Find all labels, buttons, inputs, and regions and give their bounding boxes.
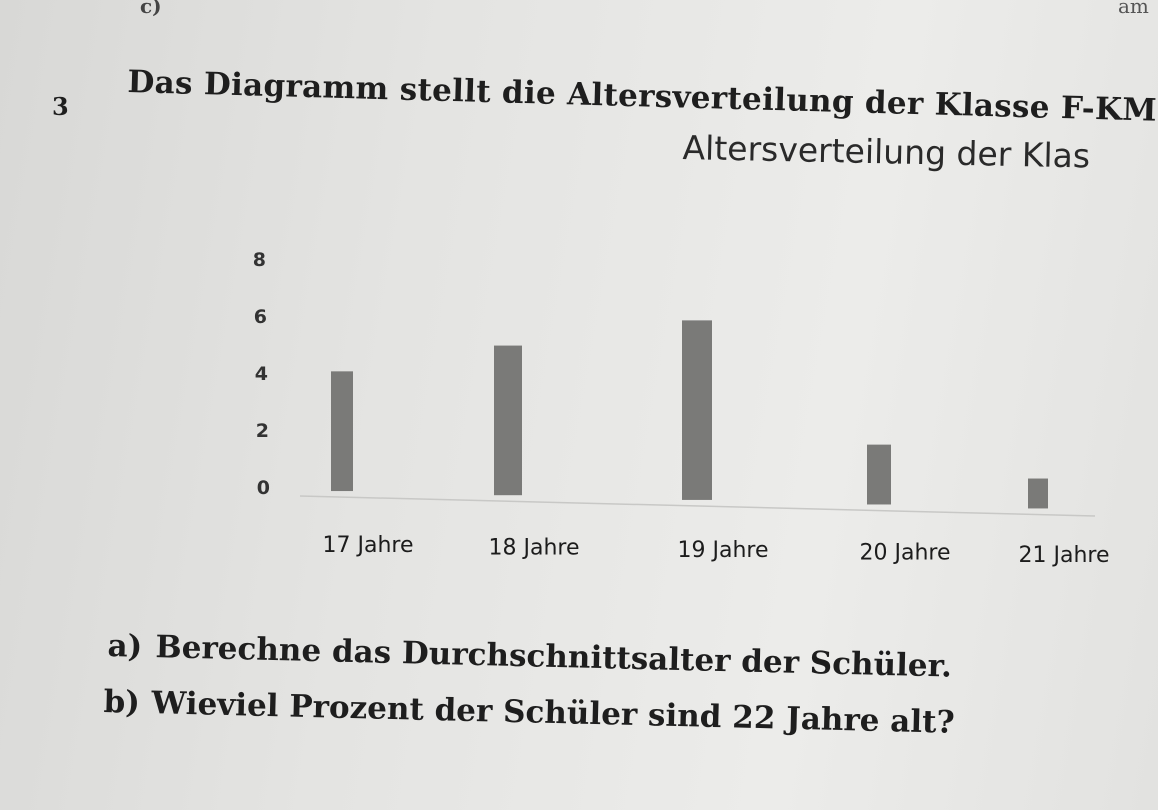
bar xyxy=(331,371,353,492)
y-tick-label: 6 xyxy=(254,306,267,328)
bar xyxy=(867,444,891,505)
x-category-label: 21 Jahre xyxy=(1019,543,1110,568)
y-tick-label: 0 xyxy=(257,477,270,499)
bar xyxy=(1028,478,1048,509)
y-tick-label: 2 xyxy=(256,420,269,442)
y-tick-label: 4 xyxy=(255,363,268,385)
question-b-letter: b) xyxy=(103,684,141,721)
x-category-label: 20 Jahre xyxy=(860,541,951,566)
task-number: 3 xyxy=(52,92,69,121)
bar xyxy=(682,320,712,500)
x-category-label: 18 Jahre xyxy=(489,536,580,561)
bar xyxy=(494,345,522,496)
x-axis-line xyxy=(299,495,1096,517)
y-tick-label: 8 xyxy=(253,249,266,271)
x-category-label: 17 Jahre xyxy=(323,533,414,558)
x-category-label: 19 Jahre xyxy=(678,538,769,563)
previous-task-fragment: c) xyxy=(140,0,162,18)
top-right-fragment: am xyxy=(1118,0,1149,18)
question-a-letter: a) xyxy=(107,628,143,665)
